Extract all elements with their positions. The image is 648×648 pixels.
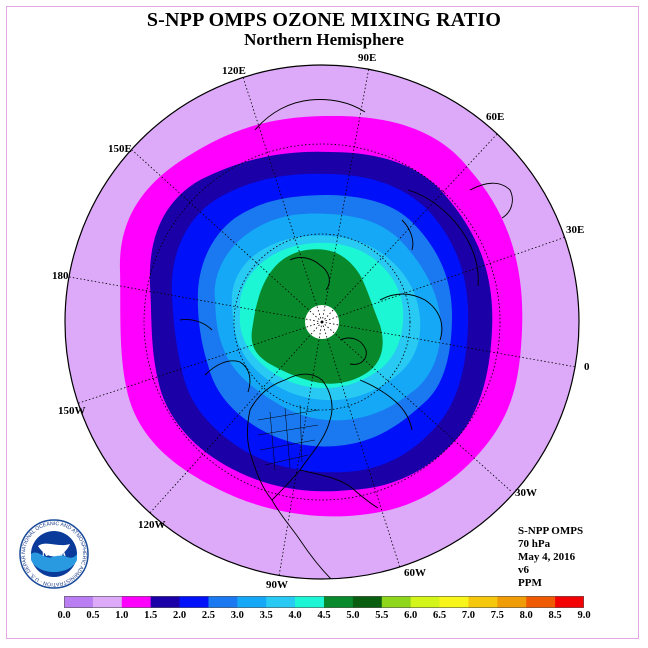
product-info: S-NPP OMPS 70 hPa May 4, 2016 v6 PPM — [518, 525, 583, 590]
logo-text: NOAA — [42, 549, 66, 558]
map-boundary — [64, 64, 580, 580]
colorbar-tick-label: 1.0 — [115, 610, 129, 621]
colorbar-swatch — [295, 596, 325, 608]
colorbar-swatch — [92, 596, 123, 608]
longitude-labels: 90E 60E 30E 0 30W 60W 90W 120W 150W 180 … — [52, 52, 590, 591]
colorbar-swatch — [381, 596, 411, 608]
noaa-logo: NATIONAL OCEANIC AND ATMOSPHERIC ADMINIS… — [18, 518, 89, 589]
colorbar-swatch — [324, 596, 354, 608]
map-title: S-NPP OMPS OZONE MIXING RATIO — [146, 9, 502, 31]
info-line: 70 hPa — [518, 538, 551, 550]
figure-frame — [6, 6, 639, 639]
lon-label: 60W — [404, 567, 426, 579]
political-borders — [257, 404, 319, 471]
colorbar-tick-label: 5.0 — [346, 610, 360, 621]
colorbar-tick-label: 9.0 — [577, 610, 591, 621]
map-subtitle: Northern Hemisphere — [244, 30, 404, 49]
info-line: May 4, 2016 — [518, 551, 576, 563]
colorbar-tick-label: 7.0 — [461, 610, 475, 621]
ozone-contour-fill — [65, 65, 579, 579]
lon-label: 120E — [222, 65, 246, 77]
colorbar-tick-label: 3.5 — [259, 610, 273, 621]
colorbar-swatch — [497, 596, 527, 608]
lon-label: 60E — [486, 111, 504, 123]
lon-label: 30W — [515, 487, 537, 499]
colorbar-tick-label: 3.0 — [230, 610, 244, 621]
colorbar-swatch — [439, 596, 469, 608]
colorbar-swatch — [468, 596, 498, 608]
lon-label: 120W — [138, 519, 166, 531]
colorbar — [64, 596, 584, 608]
colorbar-swatch — [526, 596, 556, 608]
colorbar-swatch — [179, 596, 209, 608]
lon-label: 180 — [52, 270, 69, 282]
colorbar-swatch — [208, 596, 238, 608]
colorbar-tick-label: 2.0 — [172, 610, 187, 621]
colorbar-swatch — [121, 596, 151, 608]
colorbar-tick-label: 7.5 — [490, 610, 504, 621]
colorbar-swatch — [555, 596, 584, 608]
info-line: v6 — [518, 564, 529, 576]
colorbar-swatch — [237, 596, 267, 608]
colorbar-labels: 0.0 0.5 1.0 1.5 2.0 2.5 3.0 3.5 4.0 4.5 5.0 5.5 6.0 6… — [0, 610, 648, 624]
colorbar-swatch — [410, 596, 440, 608]
colorbar-tick-label: 4.0 — [288, 610, 302, 621]
colorbar-swatch — [266, 596, 296, 608]
colorbar-tick-label: 1.5 — [144, 610, 158, 621]
colorbar-tick-label: 0.5 — [86, 610, 100, 621]
colorbar-tick-label: 2.5 — [201, 610, 215, 621]
colorbar-swatch — [150, 596, 180, 608]
lon-label: 30E — [566, 224, 584, 236]
colorbar-tick-label: 8.0 — [519, 610, 533, 621]
colorbar-swatch — [352, 596, 383, 608]
lon-label: 90W — [266, 579, 288, 591]
colorbar-tick-label: 6.0 — [404, 610, 418, 621]
lon-label: 150E — [108, 143, 132, 155]
info-line: PPM — [518, 577, 542, 589]
colorbar-tick-label: 5.5 — [375, 610, 389, 621]
coastlines — [179, 99, 513, 579]
colorbar-swatch — [64, 596, 94, 608]
lon-label: 90E — [358, 52, 376, 64]
graticule — [65, 65, 579, 579]
colorbar-tick-label: 6.5 — [432, 610, 447, 621]
colorbar-tick-label: 4.5 — [317, 610, 331, 621]
lon-label: 150W — [58, 405, 86, 417]
colorbar-tick-label: 0.0 — [57, 610, 71, 621]
lon-label: 0 — [584, 361, 590, 373]
info-line: S-NPP OMPS — [518, 525, 584, 537]
colorbar-tick-label: 8.5 — [548, 610, 562, 621]
